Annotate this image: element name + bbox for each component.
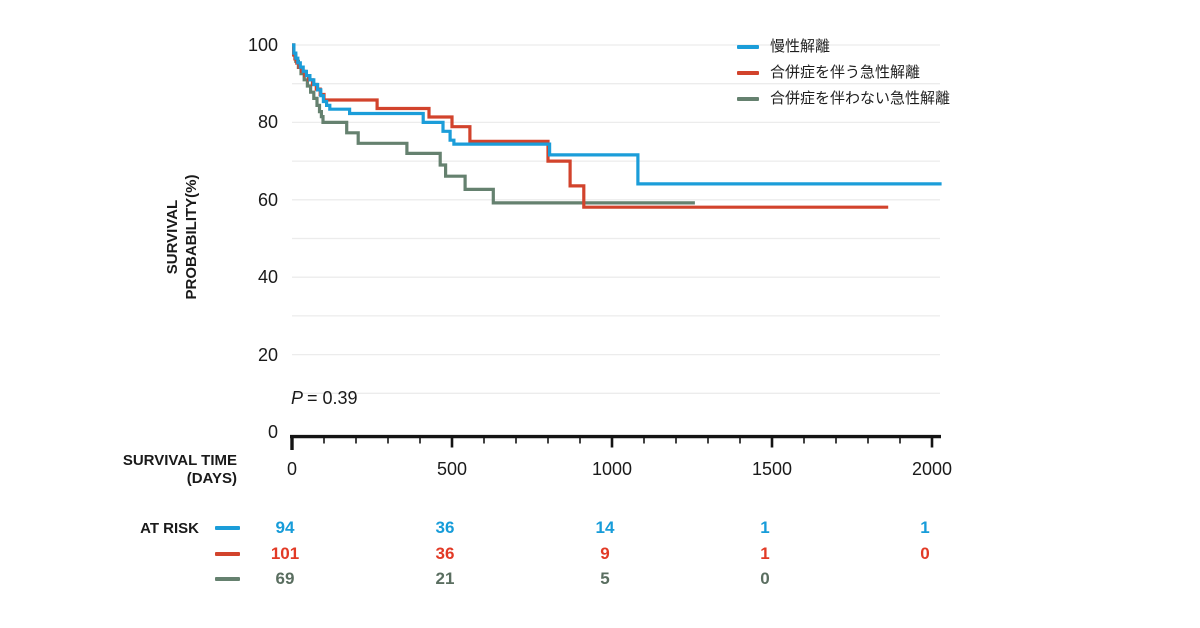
at-risk-value-row2-col0: 69	[275, 569, 295, 588]
legend-label-0: 慢性解離	[770, 38, 831, 55]
y-tick-0: 0	[267, 422, 278, 442]
legend-label-2: 合併症を伴わない急性解離	[770, 90, 951, 107]
p-value-symbol: P	[291, 388, 304, 408]
y-tick-40: 40	[257, 267, 278, 288]
x-tick-1500: 1500	[751, 459, 793, 479]
at-risk-swatch-2	[215, 577, 240, 581]
survival-curve-0	[292, 43, 942, 186]
at-risk-value-row2-col2: 5	[600, 569, 610, 588]
x-tick-1000: 1000	[591, 459, 633, 479]
at-risk-value-row0-col4: 1	[920, 518, 930, 537]
legend-swatch-2	[737, 97, 759, 101]
at-risk-value-row0-col3: 1	[760, 518, 770, 537]
at-risk-swatch-1	[215, 551, 240, 556]
y-axis-title-line2: PROBABILITY(%)	[183, 174, 200, 300]
x-axis-title: SURVIVAL TIME (DAYS)	[100, 452, 237, 488]
y-tick-100: 100	[247, 35, 278, 55]
x-tick-0: 0	[286, 459, 297, 479]
y-tick-60: 60	[257, 189, 278, 210]
at-risk-swatch-0	[215, 526, 240, 530]
p-value: P = 0.39	[291, 388, 358, 409]
at-risk-value-row0-col1: 36	[435, 518, 455, 537]
x-axis-title-line1: SURVIVAL TIME	[122, 452, 237, 469]
at-risk-value-row1-col0: 101	[270, 543, 300, 563]
y-axis-title: SURVIVAL PROBABILITY(%)	[163, 157, 203, 317]
x-axis-title-line2: (DAYS)	[186, 470, 237, 487]
at-risk-value-row2-col3: 0	[760, 569, 770, 588]
x-tick-2000: 2000	[911, 459, 953, 479]
at-risk-value-row1-col2: 9	[600, 543, 610, 563]
p-value-number: = 0.39	[307, 388, 358, 408]
survival-curve-2	[292, 43, 695, 205]
legend-swatch-0	[737, 45, 759, 49]
at-risk-value-row2-col1: 21	[435, 569, 455, 588]
at-risk-label: AT RISK	[140, 520, 199, 537]
y-tick-20: 20	[257, 344, 278, 365]
legend-label-1: 合併症を伴う急性解離	[770, 64, 921, 81]
at-risk-value-row1-col3: 1	[760, 543, 770, 563]
y-axis-title-line1: SURVIVAL	[164, 199, 181, 275]
at-risk-value-row1-col4: 0	[920, 543, 930, 563]
at-risk-value-row0-col2: 14	[595, 518, 615, 537]
x-tick-500: 500	[436, 459, 468, 479]
at-risk-value-row1-col1: 36	[435, 543, 455, 563]
legend-swatch-1	[737, 71, 759, 75]
y-tick-80: 80	[257, 112, 278, 133]
at-risk-value-row0-col0: 94	[275, 518, 295, 537]
